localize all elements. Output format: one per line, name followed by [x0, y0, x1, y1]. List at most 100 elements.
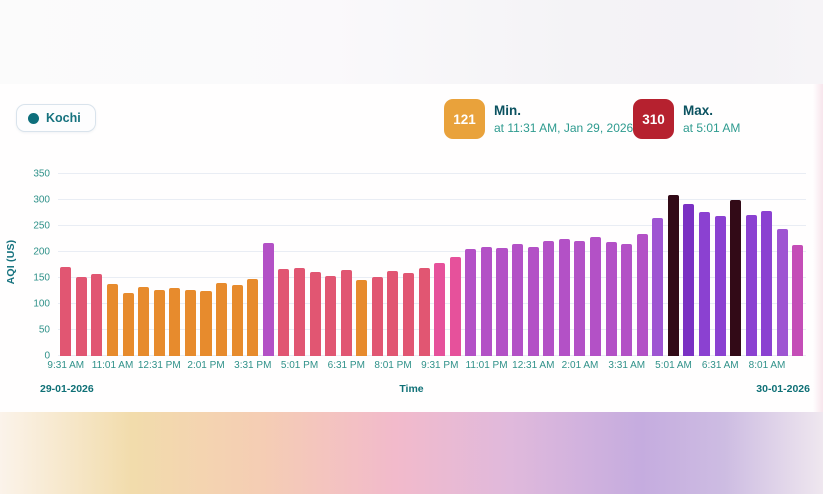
bar[interactable]	[325, 275, 337, 356]
bar[interactable]	[309, 271, 321, 356]
plot-area	[58, 173, 806, 356]
bar-slot	[588, 174, 604, 356]
bar[interactable]	[543, 241, 555, 356]
bar-slot	[432, 174, 448, 356]
bar-slot	[151, 174, 167, 356]
x-tick-label: 12:31 PM	[137, 360, 181, 371]
gridline	[58, 329, 806, 330]
bar[interactable]	[512, 244, 524, 356]
bar-slot	[167, 174, 183, 356]
bar[interactable]	[730, 200, 742, 356]
bar[interactable]	[418, 267, 430, 356]
bar[interactable]	[262, 242, 274, 356]
y-tick-label: 50	[38, 324, 50, 336]
bar[interactable]	[465, 249, 477, 356]
x-tick-label: 6:31 AM	[701, 360, 739, 371]
bar-slot	[603, 174, 619, 356]
y-tick-label: 250	[33, 220, 50, 232]
bar[interactable]	[589, 236, 601, 356]
x-tick-label: 3:31 AM	[608, 360, 646, 371]
bar[interactable]	[107, 284, 119, 356]
bar[interactable]	[60, 267, 72, 356]
legend-dot-icon	[28, 112, 39, 124]
bar[interactable]	[356, 280, 368, 356]
min-stat-block: 121 Min. at 11:31 AM, Jan 29, 2026	[444, 99, 633, 139]
bar-slot	[572, 174, 588, 356]
bar[interactable]	[91, 273, 103, 356]
bar[interactable]	[698, 211, 711, 356]
legend-city-label: Kochi	[46, 111, 81, 125]
max-value-badge: 310	[633, 99, 674, 139]
gridline	[58, 303, 806, 304]
bar[interactable]	[496, 248, 508, 356]
bar-slot	[479, 174, 495, 356]
aqi-chart-card: Kochi 121 Min. at 11:31 AM, Jan 29, 2026…	[0, 84, 823, 412]
y-tick-label: 300	[33, 194, 50, 206]
bar[interactable]	[558, 239, 570, 356]
bar-slot	[650, 174, 666, 356]
legend-chip-kochi[interactable]: Kochi	[16, 104, 96, 132]
page-bottom-gradient	[0, 412, 823, 494]
bar[interactable]	[683, 204, 695, 356]
bar[interactable]	[231, 284, 243, 356]
gridline	[58, 173, 806, 174]
bar-slot	[136, 174, 152, 356]
gridline	[58, 355, 806, 356]
bar[interactable]	[371, 276, 383, 356]
x-tick-label: 3:31 PM	[234, 360, 272, 371]
bar[interactable]	[621, 244, 633, 356]
y-axis-title: AQI (US)	[5, 239, 17, 285]
y-tick-label: 150	[33, 272, 50, 284]
x-tick-label: 6:31 PM	[327, 360, 365, 371]
x-tick-label: 2:01 AM	[561, 360, 599, 371]
bar-slot	[447, 174, 463, 356]
bar[interactable]	[138, 286, 150, 356]
bar-slot	[276, 174, 292, 356]
bar[interactable]	[402, 273, 415, 356]
bar-slot	[728, 174, 744, 356]
bar-slot	[338, 174, 354, 356]
bar[interactable]	[200, 291, 212, 356]
bar[interactable]	[652, 218, 664, 356]
bar[interactable]	[745, 215, 757, 356]
max-stat-block: 310 Max. at 5:01 AM	[633, 99, 740, 139]
bar[interactable]	[216, 283, 228, 356]
bar[interactable]	[636, 233, 648, 356]
bar[interactable]	[574, 241, 586, 356]
bar-slot	[557, 174, 573, 356]
bar[interactable]	[714, 216, 726, 356]
bar[interactable]	[480, 247, 492, 356]
bar-slot	[790, 174, 806, 356]
bar-slot	[354, 174, 370, 356]
bar-slot	[370, 174, 386, 356]
bar-slot	[401, 174, 417, 356]
x-tick-label: 8:01 PM	[374, 360, 412, 371]
bar-slot	[525, 174, 541, 356]
bar[interactable]	[122, 293, 134, 356]
bar-slot	[681, 174, 697, 356]
min-value-badge: 121	[444, 99, 485, 139]
bar[interactable]	[449, 257, 461, 356]
bar[interactable]	[293, 268, 305, 356]
bar[interactable]	[434, 262, 446, 356]
bar-slot	[245, 174, 261, 356]
bar[interactable]	[169, 287, 181, 356]
bar[interactable]	[667, 194, 679, 356]
bar[interactable]	[184, 289, 196, 356]
x-tick-label: 9:31 AM	[47, 360, 85, 371]
bar[interactable]	[776, 229, 788, 356]
bar[interactable]	[761, 210, 773, 356]
bar[interactable]	[387, 271, 399, 356]
bar-slot	[261, 174, 277, 356]
bar[interactable]	[153, 289, 165, 356]
y-tick-label: 200	[33, 246, 50, 258]
bar[interactable]	[75, 276, 87, 356]
bar[interactable]	[340, 270, 352, 356]
bars-row	[58, 174, 806, 356]
gridline	[58, 225, 806, 226]
bar[interactable]	[247, 279, 259, 356]
bar[interactable]	[278, 269, 290, 356]
bar[interactable]	[527, 247, 539, 356]
bar[interactable]	[605, 242, 617, 356]
bar[interactable]	[792, 245, 804, 356]
